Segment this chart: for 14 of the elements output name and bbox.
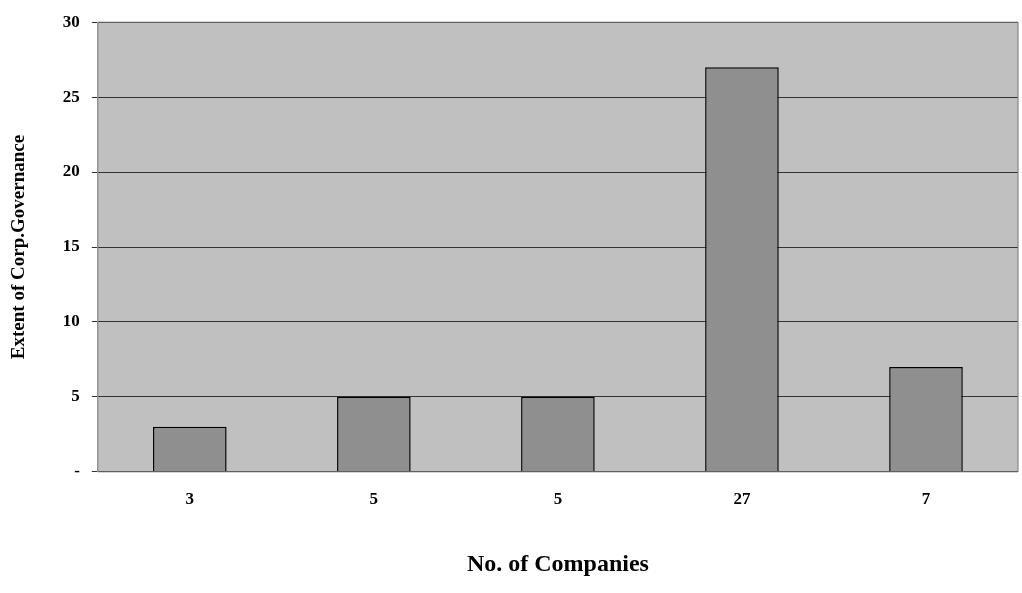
y-tick-label: 5 <box>71 386 80 406</box>
x-axis-title: No. of Companies <box>466 549 649 576</box>
y-tick-label: 10 <box>62 311 80 331</box>
y-axis-title: Extent of Corp.Governance <box>7 134 29 360</box>
x-tick-label: 27 <box>733 489 751 509</box>
y-tick-label: 30 <box>62 11 80 31</box>
x-tick-label: 7 <box>921 489 931 509</box>
y-tick-label: - <box>74 461 81 481</box>
y-tick-label: 25 <box>62 86 80 106</box>
y-tick-label: 15 <box>62 236 80 256</box>
y-tick-label: 20 <box>62 161 80 181</box>
x-tick-label: 5 <box>369 489 379 509</box>
x-tick-label: 3 <box>185 489 195 509</box>
x-tick-label: 5 <box>553 489 563 509</box>
